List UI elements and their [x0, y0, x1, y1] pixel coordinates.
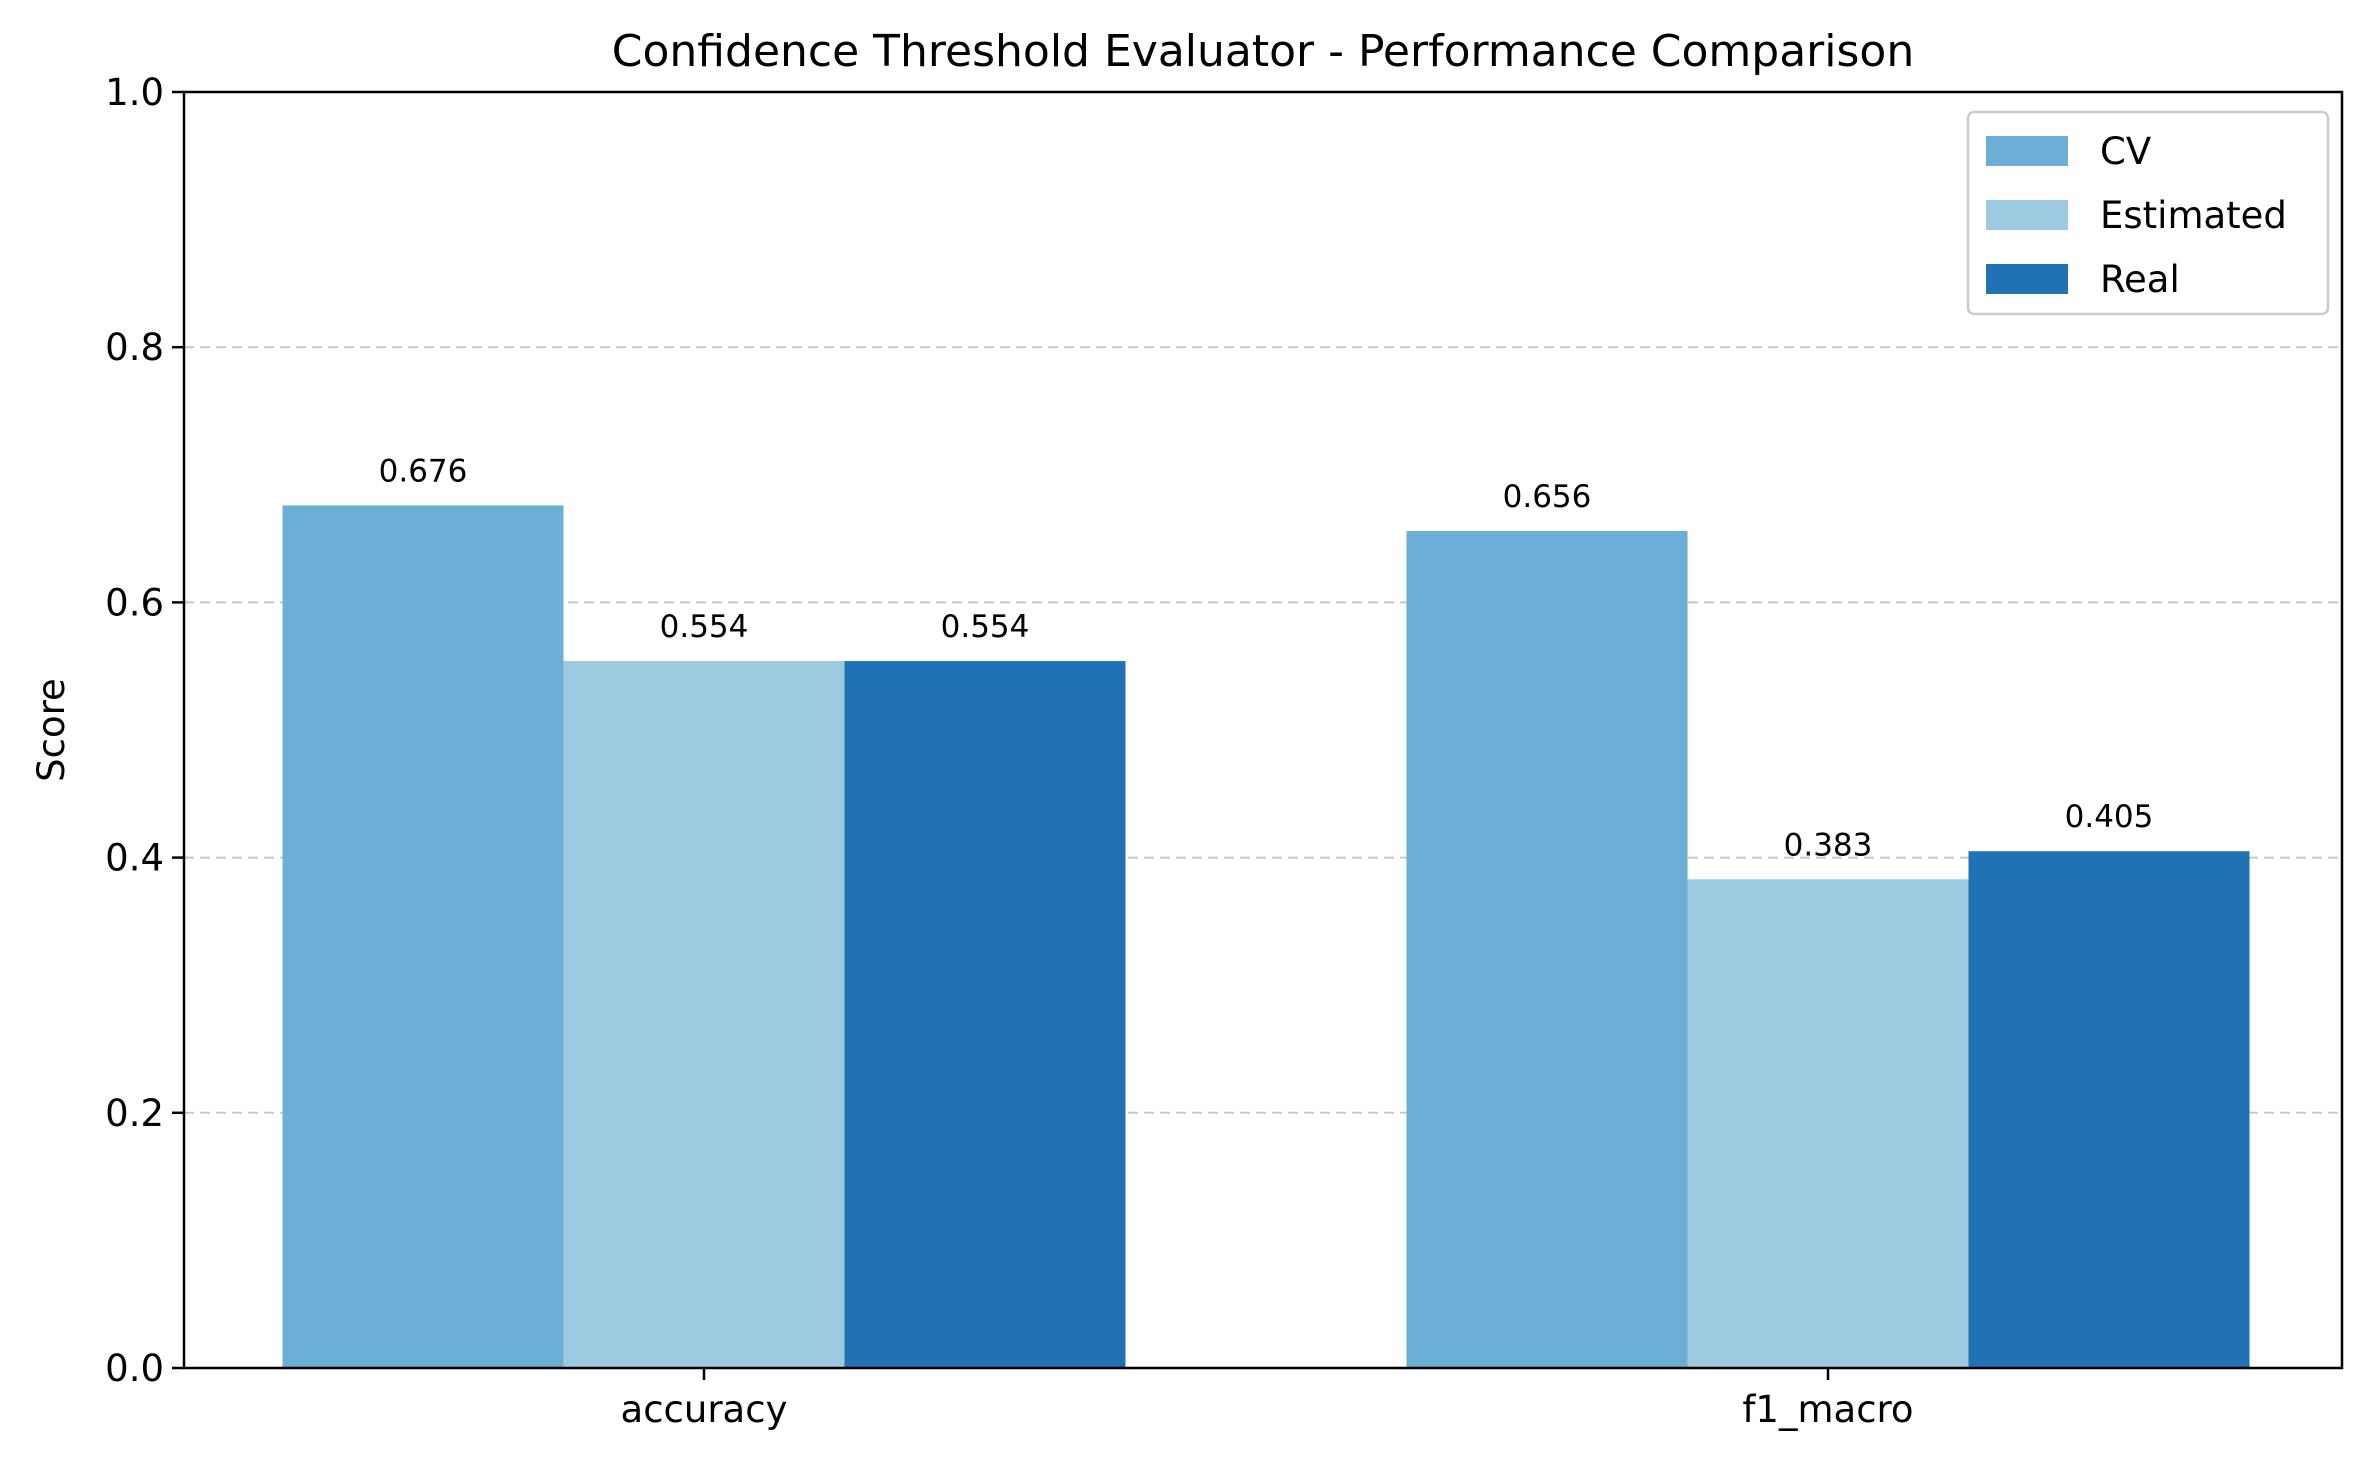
bar-value-label: 0.383 [1784, 827, 1873, 863]
plot-frame [182, 90, 2344, 1370]
legend-label-real: Real [2100, 258, 2180, 301]
bar-value-labels: 0.676 0.554 0.554 0.656 0.383 0.405 [379, 453, 2154, 863]
bar-real-f1_macro [1968, 851, 2250, 1368]
bar-real-accuracy [844, 661, 1126, 1368]
x-tick-label: f1_macro [1742, 1388, 1913, 1431]
legend-swatch-cv [1986, 136, 2068, 166]
bar-value-label: 0.554 [660, 609, 749, 645]
bar-estimated-accuracy [563, 661, 845, 1368]
y-axis-label: Score [30, 678, 73, 782]
bar-estimated-f1_macro [1687, 879, 1969, 1368]
chart-title: Confidence Threshold Evaluator - Perform… [612, 26, 1914, 77]
y-tick-label: 0.8 [105, 326, 164, 369]
legend-label-estimated: Estimated [2100, 194, 2287, 237]
legend: CV Estimated Real [1966, 110, 2330, 316]
bar-cv-accuracy [282, 505, 564, 1368]
y-tick-label: 0.4 [105, 837, 164, 880]
legend-swatch-estimated [1986, 200, 2068, 230]
y-tick-label: 0.0 [105, 1347, 164, 1390]
bar-value-label: 0.656 [1503, 479, 1592, 515]
bar-cv-f1_macro [1406, 530, 1688, 1368]
legend-label-cv: CV [2100, 130, 2151, 173]
bar-value-label: 0.676 [379, 453, 468, 489]
bar-value-label: 0.405 [2065, 799, 2154, 835]
legend-swatch-real [1986, 264, 2068, 294]
bar-value-label: 0.554 [941, 609, 1030, 645]
y-tick-label: 1.0 [105, 71, 164, 114]
x-tick-label: accuracy [621, 1388, 788, 1431]
y-tick-label: 0.6 [105, 581, 164, 624]
axes: 0.0 0.2 0.4 0.6 0.8 1.0 accuracy f1_macro [105, 71, 2344, 1431]
bars [282, 505, 2250, 1368]
y-tick-label: 0.2 [105, 1092, 164, 1135]
